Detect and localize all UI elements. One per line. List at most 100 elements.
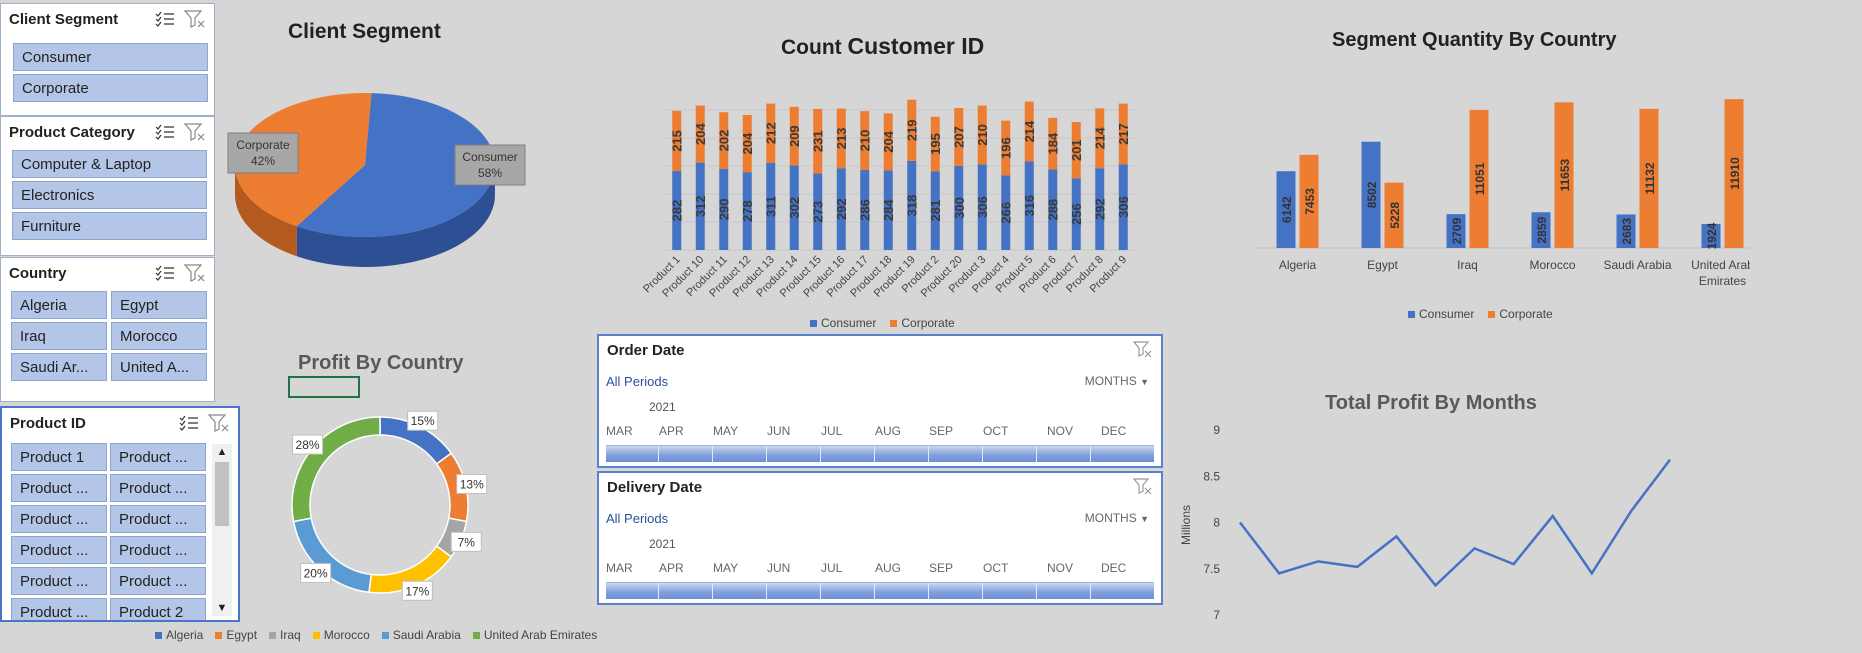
slicer-item-computer-laptop[interactable]: Computer & Laptop: [12, 150, 207, 178]
bar-corporate: [836, 108, 846, 169]
bar-consumer: [907, 160, 917, 250]
slicer-item-consumer[interactable]: Consumer: [13, 43, 208, 71]
slicer-item-product[interactable]: Product ...: [11, 567, 107, 595]
slicer-item-product[interactable]: Product 1: [11, 443, 107, 471]
total-profit-line-chart: 9 8.5 8 7.5 7 Millions: [1179, 423, 1671, 622]
data-label: 184: [1046, 132, 1061, 154]
clear-filter-icon[interactable]: [1132, 341, 1153, 364]
data-label: 318: [905, 195, 920, 217]
bar-consumer: [1276, 171, 1296, 248]
slicer-item-product[interactable]: Product ...: [110, 443, 206, 471]
y-tick-label: 7: [1213, 608, 1220, 622]
clear-filter-icon[interactable]: [184, 263, 206, 283]
month-label: JUN: [767, 561, 791, 575]
data-label: 11910: [1728, 157, 1742, 190]
multi-select-icon[interactable]: [178, 413, 200, 433]
slicer-item-morocco[interactable]: Morocco: [111, 322, 207, 350]
donut-label-box: [401, 580, 433, 601]
slicer-item-product[interactable]: Product 2: [110, 598, 206, 620]
donut-label: 13%: [460, 477, 484, 491]
month-label: NOV: [1047, 561, 1074, 575]
data-label: 7453: [1303, 188, 1317, 215]
all-periods-label: All Periods: [606, 511, 669, 526]
month-label: AUG: [875, 561, 902, 575]
data-label: 210: [975, 124, 990, 146]
clear-filter-icon[interactable]: [184, 122, 206, 142]
bar-consumer: [1616, 214, 1636, 248]
time-level-dropdown[interactable]: MONTHS ▼: [1084, 511, 1149, 525]
legend-algeria: Algeria: [155, 628, 203, 642]
slicer-item-product[interactable]: Product ...: [110, 505, 206, 533]
bar-corporate: [1554, 102, 1574, 249]
legend-iraq: Iraq: [269, 628, 301, 642]
profit-line: [1239, 458, 1671, 588]
timeline-period-bar[interactable]: [606, 445, 1154, 462]
bar-consumer: [1001, 175, 1011, 250]
slicer-item-product[interactable]: Product ...: [110, 474, 206, 502]
count-chart-legend: Consumer Corporate: [810, 316, 955, 330]
slicer-title: Product Category: [9, 123, 135, 141]
donut-slice-united-arab-emirates: [291, 416, 381, 523]
clear-filter-icon[interactable]: [184, 9, 206, 29]
pie-side-corporate: [235, 165, 297, 257]
multi-select-icon[interactable]: [154, 263, 176, 283]
data-label: 11132: [1643, 162, 1657, 194]
bar-corporate: [1299, 154, 1319, 248]
slicer-item-furniture[interactable]: Furniture: [12, 212, 207, 240]
month-label: JUN: [767, 424, 791, 438]
data-label: 284: [881, 199, 896, 221]
scroll-up-icon[interactable]: ▲: [216, 446, 228, 458]
timeline-title: Order Date: [607, 342, 685, 359]
data-label: 286: [858, 199, 873, 221]
slicer-item-product[interactable]: Product ...: [11, 505, 107, 533]
timeline-period-bar[interactable]: [606, 582, 1154, 599]
slicer-item-iraq[interactable]: Iraq: [11, 322, 107, 350]
scroll-thumb[interactable]: [215, 462, 229, 526]
slicer-item-product[interactable]: Product ...: [110, 567, 206, 595]
bar-corporate: [695, 105, 705, 163]
bar-consumer: [883, 170, 893, 250]
time-level-dropdown[interactable]: MONTHS ▼: [1084, 374, 1149, 388]
all-periods-label: All Periods: [606, 374, 669, 389]
segment-qty-legend: Consumer Corporate: [1408, 307, 1553, 321]
slicer-item-saudi-arabia[interactable]: Saudi Ar...: [11, 353, 107, 381]
data-label: 282: [670, 200, 685, 222]
slicer-item-product[interactable]: Product ...: [11, 536, 107, 564]
bar-corporate: [1095, 108, 1105, 169]
month-label: DEC: [1101, 561, 1127, 575]
multi-select-icon[interactable]: [154, 9, 176, 29]
slicer-item-electronics[interactable]: Electronics: [12, 181, 207, 209]
legend-morocco: Morocco: [312, 628, 370, 642]
slicer-item-egypt[interactable]: Egypt: [111, 291, 207, 319]
slicer-scrollbar[interactable]: ▲ ▼: [212, 444, 232, 616]
order-date-timeline: Order Date All Periods MONTHS ▼ 2021 MAR…: [597, 334, 1163, 468]
tick-label: Iraq: [1457, 258, 1478, 272]
timeline-title: Delivery Date: [607, 479, 703, 496]
selected-cell[interactable]: [288, 376, 360, 398]
slicer-item-algeria[interactable]: Algeria: [11, 291, 107, 319]
clear-filter-icon[interactable]: [1132, 478, 1153, 501]
client-segment-title: Client Segment: [288, 20, 441, 43]
slicer-item-uae[interactable]: United A...: [111, 353, 207, 381]
scroll-down-icon[interactable]: ▼: [216, 602, 228, 614]
bar-consumer: [1446, 214, 1466, 248]
legend-uae: United Arab Emirates: [472, 628, 597, 642]
bar-consumer: [789, 165, 799, 250]
bar-consumer: [742, 172, 752, 250]
pie-label: Corporate: [236, 138, 290, 152]
clear-filter-icon[interactable]: [208, 413, 230, 433]
chevron-down-icon: ▼: [1140, 514, 1149, 524]
month-label: SEP: [929, 424, 954, 438]
legend-corporate: Corporate: [890, 316, 955, 330]
pie-label-box: [454, 144, 526, 186]
tick-label: Emirates: [1699, 274, 1746, 288]
pie-label-box: [227, 132, 299, 174]
data-label: 302: [787, 197, 802, 219]
multi-select-icon[interactable]: [154, 122, 176, 142]
slicer-item-corporate[interactable]: Corporate: [13, 74, 208, 102]
slicer-item-product[interactable]: Product ...: [11, 598, 107, 620]
slicer-item-product[interactable]: Product ...: [11, 474, 107, 502]
slicer-item-product[interactable]: Product ...: [110, 536, 206, 564]
total-profit-title: Total Profit By Months: [1325, 392, 1537, 414]
data-label: 209: [787, 125, 802, 147]
